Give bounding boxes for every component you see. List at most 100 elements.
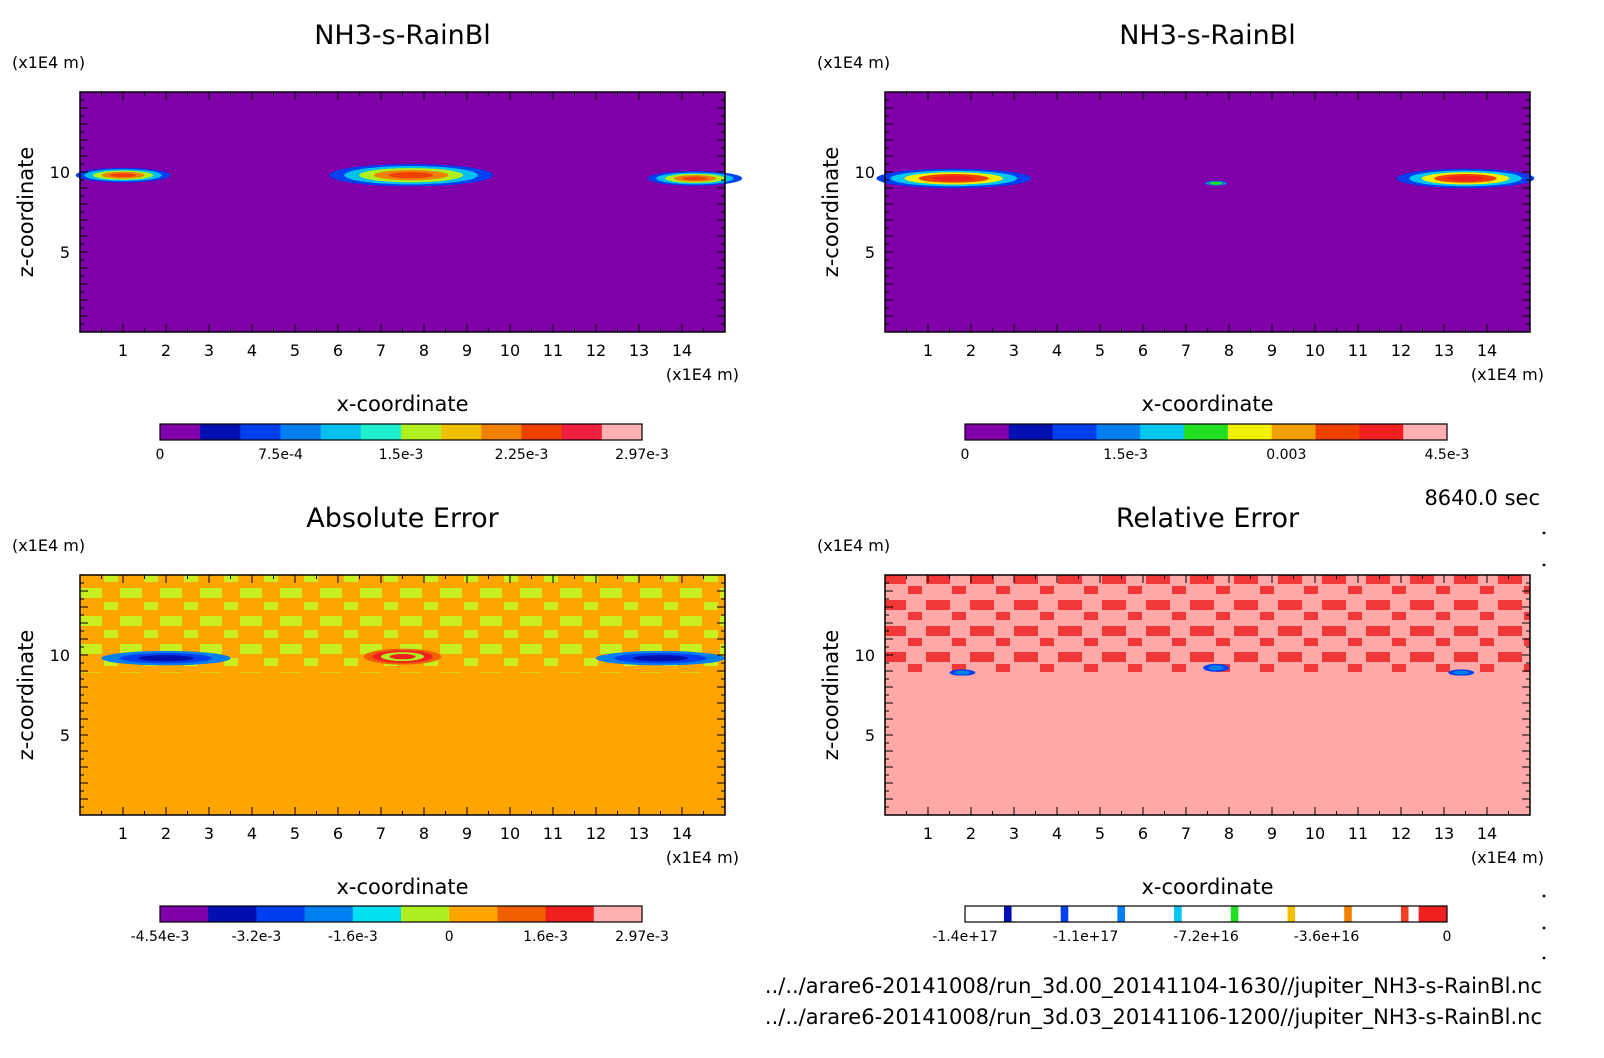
x-tick-label: 7: [1181, 824, 1191, 843]
x-tick-label: 5: [290, 341, 300, 360]
colorbar-label: 1.5e-3: [379, 447, 424, 463]
x-tick-label: 12: [1391, 341, 1411, 360]
x-tick-label: 2: [161, 341, 171, 360]
colorbar-label: 7.5e-4: [258, 447, 303, 463]
colorbar-swatch: [1248, 906, 1278, 922]
chart-title: NH3-s-RainBl: [1119, 20, 1296, 51]
x-tick-label: 8: [419, 824, 429, 843]
x-tick-label: 8: [419, 341, 429, 360]
colorbar-swatch: [1078, 906, 1108, 922]
colorbar-frame: [964, 905, 1448, 923]
x-tick-label: 2: [966, 341, 976, 360]
x-tick-label: 10: [500, 824, 520, 843]
x-tick-label: 4: [247, 824, 257, 843]
colorbar-swatch: [1021, 906, 1051, 922]
colorbar-swatch: [1003, 906, 1012, 922]
feature-contour-3-5: [682, 176, 708, 180]
x-tick-label: 11: [543, 824, 563, 843]
field-features: [950, 664, 1475, 676]
y-unit-label: (x1E4 m): [12, 53, 85, 72]
colorbar-label: -7.2e+16: [1173, 929, 1239, 945]
x-tick-label: 6: [333, 824, 343, 843]
x-tick-label: 4: [247, 341, 257, 360]
colorbar-label: 1.6e-3: [523, 929, 568, 945]
colorbar-swatch: [481, 424, 522, 440]
x-tick-label: 10: [1305, 341, 1325, 360]
colorbar-swatch: [1418, 906, 1448, 922]
x-tick-label: 1: [118, 824, 128, 843]
colorbar-swatch: [601, 424, 643, 440]
x-tick-label: 3: [1009, 824, 1019, 843]
colorbar-swatch: [1403, 424, 1448, 440]
chart-panel-2: NH3-s-RainBl(x1E4 m)1 2 3 4 5 6 7 8 9 10 11 12 13 14(…: [817, 20, 1544, 463]
colorbar-swatch: [1135, 906, 1164, 922]
y-unit-label: (x1E4 m): [817, 53, 890, 72]
colorbar-swatch: [208, 906, 257, 922]
colorbar-swatch: [401, 906, 450, 922]
colorbar-label: 0: [445, 929, 454, 945]
colorbar-label: 0: [961, 447, 970, 463]
colorbar-swatch: [1359, 424, 1404, 440]
x-tick-label: 11: [1348, 824, 1368, 843]
colorbar: 0 1.5e-3 0.003 4.5e-3: [961, 423, 1469, 463]
x-tick-label: 14: [672, 341, 692, 360]
colorbar-label: 1.5e-3: [1103, 447, 1148, 463]
colorbar: 0 7.5e-4 1.5e-3 2.25e-3 2.97e-3: [156, 423, 669, 463]
x-tick-label: 5: [1095, 824, 1105, 843]
colorbar-swatch: [545, 906, 595, 922]
x-tick-label: 14: [1477, 824, 1497, 843]
colorbar-swatch: [360, 424, 402, 440]
x-tick-label: 6: [1138, 824, 1148, 843]
x-tick-label: 8: [1224, 341, 1234, 360]
x-tick-label: 2: [966, 824, 976, 843]
x-tick-label: 9: [1267, 824, 1277, 843]
colorbar-swatch: [965, 424, 1010, 440]
colorbar-swatch: [1184, 424, 1229, 440]
feature-contour-2-4: [390, 654, 416, 659]
y-tick-label: 10: [50, 646, 70, 665]
colorbar-frame: [159, 905, 643, 923]
colorbar-frame: [159, 423, 643, 441]
x-tick-label: 4: [1052, 341, 1062, 360]
x-tick-label: 10: [500, 341, 520, 360]
x-tick-label: 5: [1095, 341, 1105, 360]
x-tick-label: 7: [376, 824, 386, 843]
colorbar-swatch: [352, 906, 402, 922]
colorbar-swatch: [1008, 424, 1054, 440]
colorbar-swatch: [160, 906, 209, 922]
colorbar-swatch: [521, 424, 563, 440]
colorbar-swatch: [280, 424, 322, 440]
x-tick-label: 4: [1052, 824, 1062, 843]
colorbar-swatch: [240, 424, 281, 440]
plot-area: [80, 92, 725, 332]
feature-contour-1-2: [955, 671, 970, 675]
colorbar-swatch: [1271, 424, 1317, 440]
x-tick-label: 1: [923, 341, 933, 360]
feature-contour-3-5: [1447, 176, 1485, 181]
colorbar-label: 0: [156, 447, 165, 463]
feature-contour-3-3: [633, 655, 688, 661]
x-axis-label: x-coordinate: [336, 875, 468, 899]
y-tick-label: 10: [855, 163, 875, 182]
x-tick-label: 12: [586, 341, 606, 360]
colorbar-swatch: [320, 424, 362, 440]
file-path-1: ../../arare6-20141008/run_3d.00_20141104…: [765, 974, 1542, 999]
plot-lower-region: [80, 672, 725, 815]
x-tick-label: 1: [923, 824, 933, 843]
feature-contour-3-2: [1453, 671, 1468, 675]
colorbar-label: -1.6e-3: [328, 929, 378, 945]
x-tick-label: 12: [586, 824, 606, 843]
colorbar-swatch: [401, 424, 442, 440]
time-label: 8640.0 sec: [1424, 486, 1540, 510]
colorbar-swatch: [1315, 424, 1360, 440]
y-unit-label: (x1E4 m): [817, 536, 890, 555]
x-tick-label: 3: [1009, 341, 1019, 360]
colorbar-swatch: [449, 906, 498, 922]
x-tick-label: 9: [462, 824, 472, 843]
colorbar-label: 2.97e-3: [615, 929, 669, 945]
colorbar-swatch: [160, 424, 201, 440]
y-tick-label: 5: [865, 726, 875, 745]
y-axis-label: z-coordinate: [14, 147, 38, 278]
x-axis-label: x-coordinate: [336, 392, 468, 416]
colorbar-label: 2.25e-3: [495, 447, 549, 463]
